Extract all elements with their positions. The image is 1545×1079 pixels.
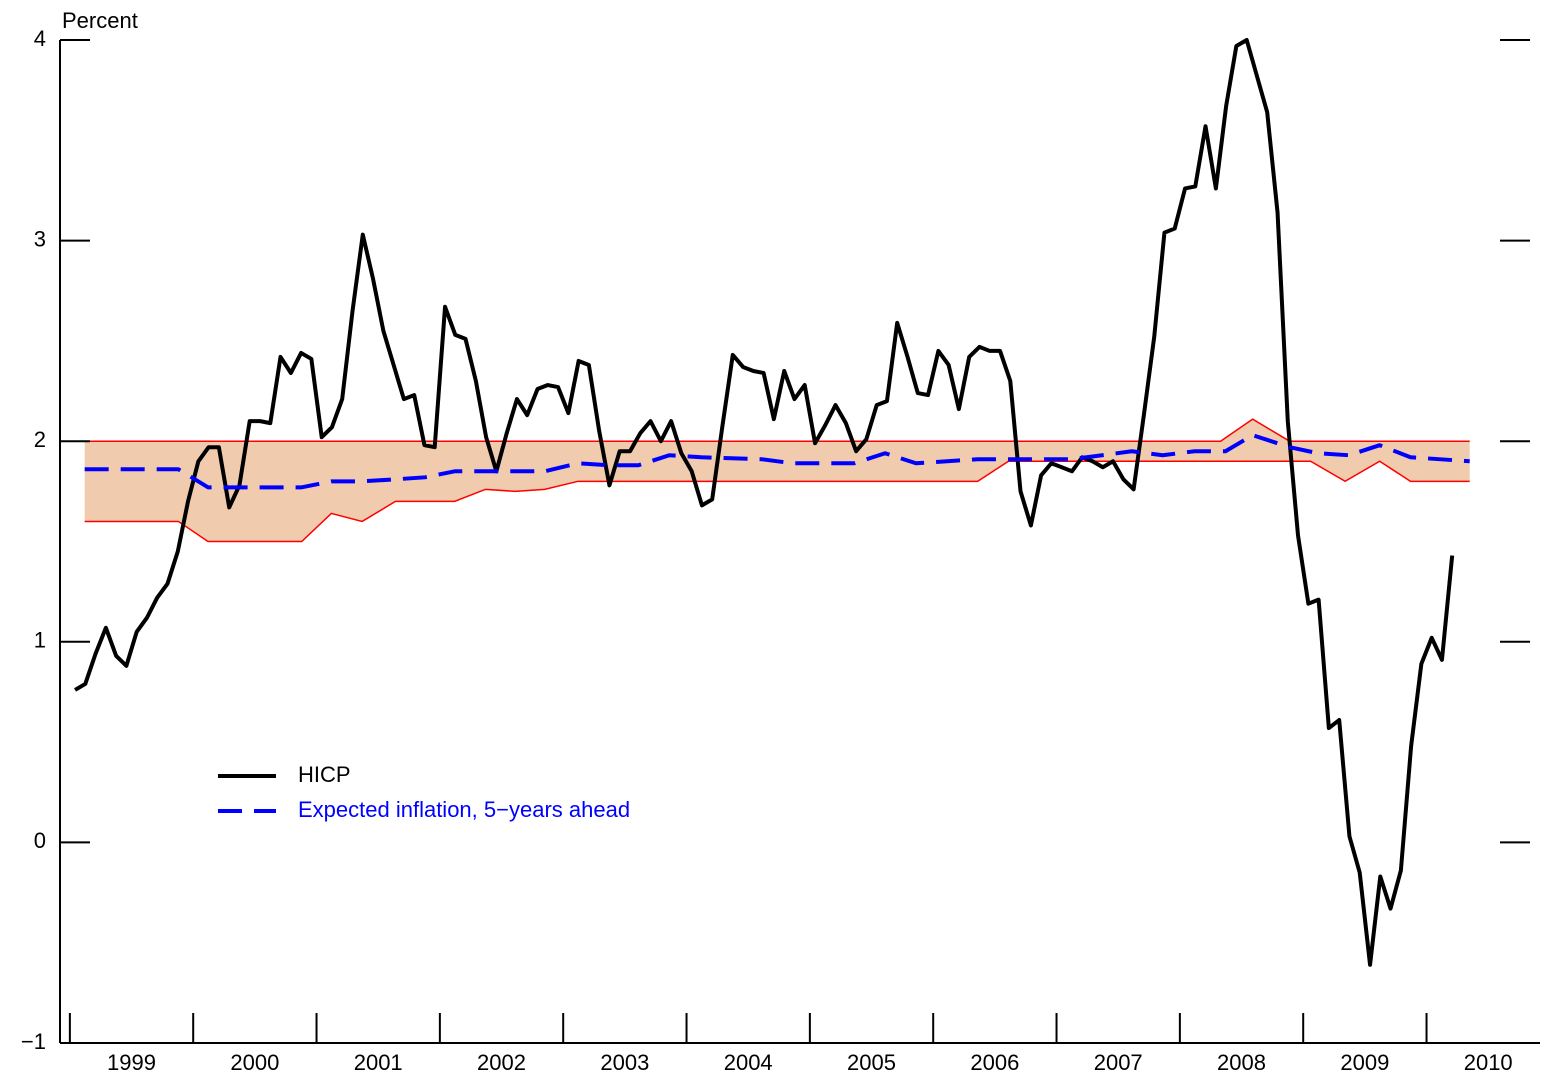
x-tick-label: 2002 [477,1050,526,1075]
x-tick-label: 2005 [847,1050,896,1075]
x-tick-label: 2006 [970,1050,1019,1075]
band-area [84,419,1470,542]
x-tick-label: 2000 [230,1050,279,1075]
x-tick-label: 2007 [1094,1050,1143,1075]
series-line [84,433,1470,490]
x-tick-label: 2004 [724,1050,773,1075]
y-tick-label: 3 [34,226,46,251]
y-tick-label: 4 [34,26,46,51]
y-tick-label: −1 [21,1029,46,1054]
y-tick-label: 0 [34,828,46,853]
band-upper [84,418,1470,442]
x-tick-label: 2008 [1217,1050,1266,1075]
x-tick-label: 2010 [1464,1050,1513,1075]
x-tick-label: 2003 [600,1050,649,1075]
legend-label: Expected inflation, 5−years ahead [298,797,630,822]
legend-label: HICP [298,762,351,787]
band-lower [84,460,1470,543]
series-line [74,38,1455,967]
x-tick-label: 2009 [1340,1050,1389,1075]
y-axis-label: Percent [62,8,138,33]
y-tick-label: 1 [34,628,46,653]
x-tick-label: 1999 [107,1050,156,1075]
x-tick-label: 2001 [354,1050,403,1075]
y-tick-label: 2 [34,427,46,452]
